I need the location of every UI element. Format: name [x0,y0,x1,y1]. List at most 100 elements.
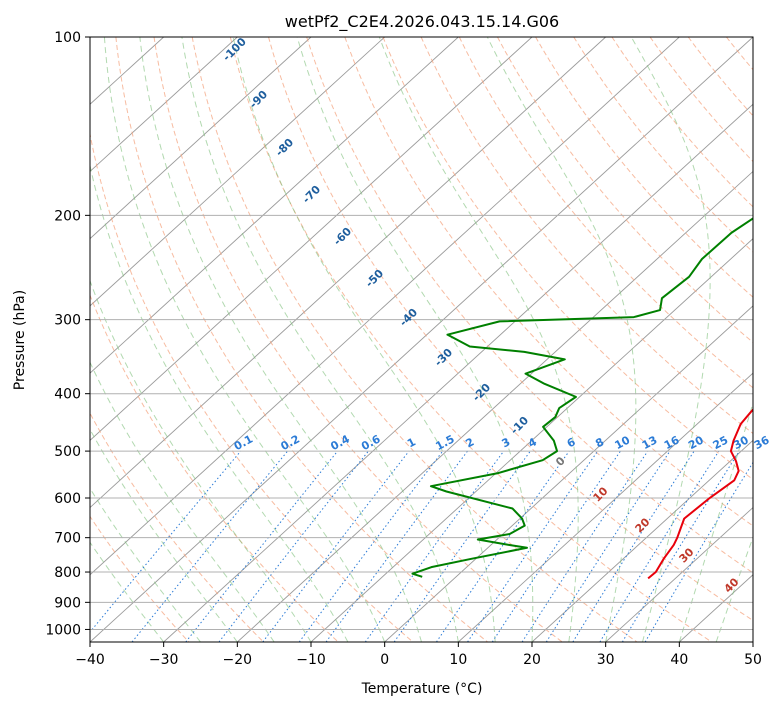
dry-adiabat-label: -40 [397,306,420,329]
dry-adiabat-line [573,37,753,253]
isotherm-line [458,372,753,642]
mixing-ratio-label: 6 [565,435,578,450]
mixing-ratio-label: 0.6 [359,432,383,453]
x-tick-label: −40 [75,652,105,668]
x-axis-ticks: −40 −30 −20 −10 0 10 20 30 40 50 [75,642,762,668]
mixing-ratio-line [545,450,671,642]
mixing-ratio-label: 3 [500,435,513,450]
dewpoint-profile-line [411,217,753,578]
mixing-ratio-label: 13 [640,433,660,452]
dry-adiabat-label: -50 [363,267,386,290]
mixing-ratio-line [393,450,531,642]
moist-adiabat-line [103,37,386,642]
isotherm-line [384,305,753,642]
x-tick-label: −20 [223,652,253,668]
isotherm-line [90,37,312,240]
y-axis-label: Pressure (hPa) [12,290,28,390]
mixing-ratio-label: 16 [662,433,682,452]
isotherm-line [90,37,533,441]
mixing-ratio-label: 0.2 [279,432,302,453]
temperature-profile-line [647,408,753,580]
dry-adiabat-line [90,412,264,642]
mixing-ratio-line [262,450,410,642]
dry-adiabat-label: 30 [677,545,697,565]
dry-adiabat-line [268,37,753,622]
mixing-ratio-line [218,450,369,642]
plot-frame [89,36,754,643]
x-tick-label: 40 [670,652,688,668]
y-tick-label: 100 [54,30,81,46]
mixing-ratio-line [131,450,288,642]
isotherm-line [605,506,753,642]
mixing-ratio-label: 1.5 [433,432,456,453]
dry-adiabat-line [382,37,753,481]
dry-adiabat-label: -20 [470,381,493,404]
dry-adiabat-line [535,37,753,298]
dry-adiabat-label: -80 [273,136,296,159]
moist-adiabat-line [90,541,165,642]
mixing-ratio-label: 20 [686,433,706,452]
mixing-ratio-line [467,450,599,642]
isotherm-line [752,641,753,642]
isotherm-lines [90,37,753,642]
moist-adiabat-line [715,535,753,642]
mixing-ratio-label: 0.4 [328,432,352,453]
dry-adiabat-line [229,37,712,642]
y-tick-label: 500 [54,444,81,460]
moist-adiabat-line [378,37,579,642]
isotherm-line [163,103,753,642]
isotherm-line [90,37,459,374]
dry-adiabat-line [90,131,414,642]
isotherm-line [90,37,753,642]
moist-adiabat-line [678,401,753,642]
y-tick-label: 400 [54,387,81,403]
pressure-gridlines [90,37,753,630]
mixing-ratio-line [364,450,505,642]
moist-adiabat-line [630,37,711,642]
mixing-ratio-label: 10 [613,433,633,452]
mixing-ratio-line [298,450,444,642]
mixing-ratio-label: 0.1 [232,432,255,453]
x-tick-label: 30 [597,652,615,668]
moist-adiabat-lines [90,37,753,642]
mixing-ratio-label: 8 [593,435,606,450]
moist-adiabat-line [139,37,422,642]
dry-adiabat-line [611,37,753,208]
isotherm-line [90,37,680,576]
mixing-ratio-line [621,450,740,642]
moist-adiabat-line [181,37,459,642]
x-tick-label: −10 [296,652,326,668]
mixing-ratio-label: 30 [731,433,751,452]
x-tick-label: 20 [523,652,541,668]
x-axis-label: Temperature (°C) [361,681,483,697]
moist-adiabat-line [486,37,637,642]
dry-adiabat-line [90,515,190,642]
mixing-ratio-line [491,450,621,642]
moist-adiabat-line [232,37,496,642]
mixing-ratio-label: 25 [711,433,731,452]
y-tick-label: 900 [54,595,81,611]
dry-adiabat-line [496,37,753,344]
y-tick-label: 600 [54,491,81,507]
dry-adiabat-label: 40 [722,575,742,595]
mixing-ratio-lines [90,450,753,642]
moist-adiabat-line [296,37,534,642]
mixing-ratio-line [185,450,338,642]
moist-adiabat-line [90,163,349,642]
dry-adiabat-line [153,37,563,642]
dry-adiabat-label: -70 [300,183,323,206]
y-tick-label: 1000 [45,622,81,638]
dry-adiabat-line [344,37,753,527]
mixing-ratio-line [325,450,468,642]
isotherm-line [237,170,753,642]
profile-series [411,217,753,580]
x-tick-label: 10 [449,652,467,668]
dry-adiabat-line [191,37,638,642]
chart-title: wetPf2_C2E4.2026.043.15.14.G06 [285,12,559,32]
mixing-ratio-label: 1 [405,435,418,450]
y-axis-ticks: 100 200 300 400 500 600 700 800 900 1000 [45,30,90,638]
mixing-ratio-label: 2 [463,435,476,450]
mixing-ratio-labels: 0.1 0.2 0.4 0.6 1 1.5 2 3 4 6 8 10 13 16 20 25 30 36 [232,432,772,453]
dry-adiabat-line [115,37,488,642]
